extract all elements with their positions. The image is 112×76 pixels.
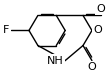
Text: O: O [96, 4, 105, 14]
Text: O: O [88, 62, 96, 72]
Text: F: F [3, 25, 10, 35]
Text: O: O [93, 25, 102, 35]
Text: NH: NH [47, 56, 64, 66]
